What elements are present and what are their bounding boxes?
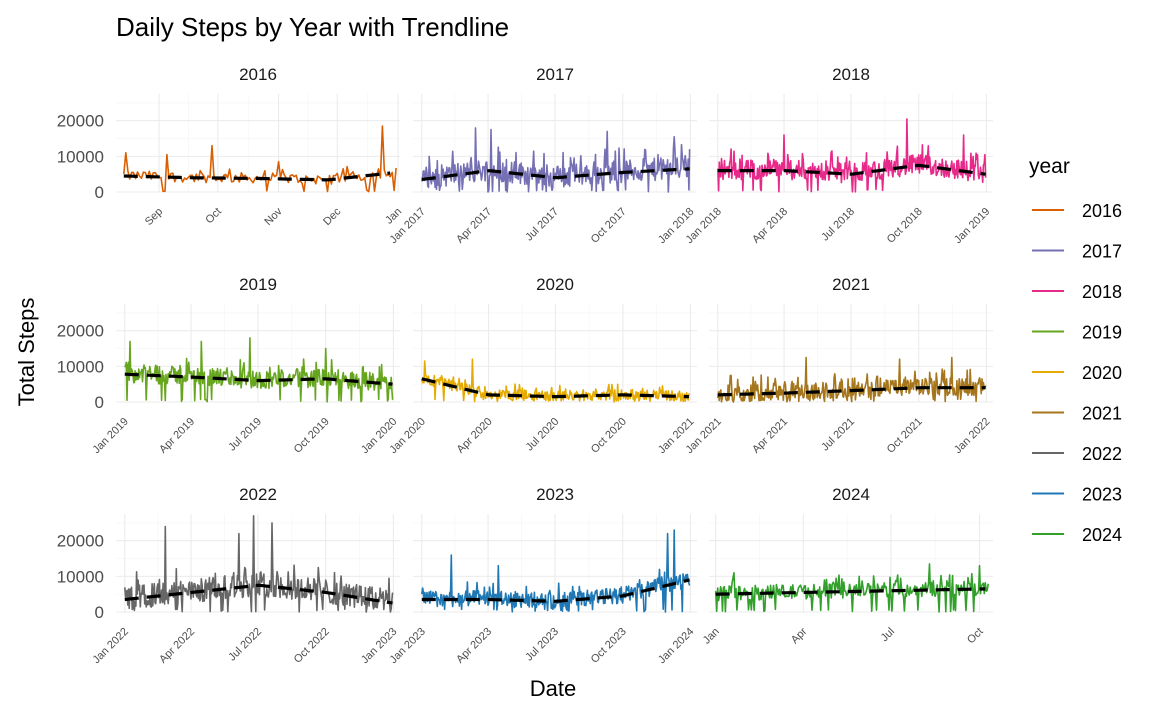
- x-tick-label: Oct: [965, 626, 986, 647]
- panel-strip-label: 2016: [239, 65, 277, 84]
- y-tick-label: 20000: [57, 322, 104, 341]
- panel-2018: Jan 2018 Apr 2018 Jul 2018 Oct 2018 Jan 2019…: [683, 65, 993, 246]
- x-tick-label: Nov: [262, 205, 285, 228]
- legend-label-2023: 2023: [1082, 485, 1122, 505]
- series-line-2020: [421, 358, 690, 403]
- x-axis-title: Date: [530, 676, 576, 701]
- x-tick-label: Jul 2021: [819, 416, 857, 454]
- x-tick-label: Apr 2019: [157, 416, 197, 456]
- panel-2022: 0 10000 20000 Jan 2022 Apr 2022 Jul 2022 Oct 2…: [57, 485, 400, 666]
- x-tick-label: Dec: [321, 205, 344, 228]
- x-tick-label: Apr 2018: [750, 206, 790, 246]
- panel-strip-label: 2021: [832, 275, 870, 294]
- x-tick-label: Jan 2019: [952, 206, 992, 246]
- trendline-2023: [421, 578, 690, 603]
- legend-label-2016: 2016: [1082, 201, 1122, 221]
- series-line-2023: [421, 529, 691, 613]
- panel-strip-label: 2020: [536, 275, 574, 294]
- panel-2020: Jan 2020 Apr 2020 Jul 2020 Oct 2020 Jan 2021…: [387, 275, 697, 456]
- x-tick-label: Oct 2021: [885, 416, 925, 456]
- panel-strip-label: 2024: [832, 485, 870, 504]
- legend-title: year: [1029, 155, 1070, 178]
- series-line-2024: [714, 563, 989, 613]
- series-line-2022: [124, 514, 394, 613]
- legend: year 2016 2017 2018 2019 2020 2021 2022 2023 202…: [1029, 155, 1122, 545]
- trendline-2019: [124, 372, 393, 386]
- y-tick-label: 0: [95, 393, 104, 412]
- x-tick-label: Oct 2020: [589, 416, 629, 456]
- trendline-2016: [123, 171, 391, 182]
- trendline-2018: [717, 163, 986, 176]
- x-tick-label: Jul 2017: [523, 206, 561, 244]
- x-tick-label: Apr: [789, 625, 810, 646]
- legend-label-2021: 2021: [1082, 404, 1122, 424]
- x-tick-label: Oct 2018: [885, 206, 925, 246]
- series-line-2016: [123, 125, 397, 193]
- x-tick-label: Oct: [203, 206, 224, 227]
- y-tick-label: 0: [95, 183, 104, 202]
- legend-label-2024: 2024: [1082, 525, 1122, 545]
- trendline-2024: [715, 587, 986, 596]
- legend-label-2020: 2020: [1082, 363, 1122, 383]
- x-tick-label: Jul: [879, 626, 897, 644]
- x-tick-label: Jan 2019: [90, 416, 130, 456]
- x-tick-label: Jul 2018: [819, 206, 857, 244]
- x-tick-label: Jan 2022: [90, 626, 130, 666]
- legend-label-2017: 2017: [1082, 242, 1122, 262]
- panel-2024: Jan Apr Jul Oct 2024: [701, 485, 993, 647]
- x-tick-label: Apr 2023: [454, 626, 494, 666]
- legend-label-2019: 2019: [1082, 323, 1122, 343]
- trendline-2021: [717, 386, 986, 397]
- chart-title: Daily Steps by Year with Trendline: [116, 12, 509, 42]
- y-axis-title: Total Steps: [14, 298, 39, 407]
- x-tick-label: Apr 2022: [157, 626, 197, 666]
- panel-strip-label: 2022: [239, 485, 277, 504]
- y-tick-label: 20000: [57, 532, 104, 551]
- x-tick-label: Jul 2020: [524, 416, 562, 454]
- x-tick-label: Apr 2021: [750, 416, 790, 456]
- panel-2019: 0 10000 20000 Jan 2019 Apr 2019 Jul 2019 Oct 2…: [57, 275, 400, 456]
- x-tick-label: Jan 2024: [656, 626, 696, 666]
- legend-label-2022: 2022: [1082, 444, 1122, 464]
- y-tick-label: 20000: [57, 112, 104, 131]
- x-tick-label: Jul 2023: [523, 626, 561, 664]
- x-tick-label: Apr 2020: [455, 416, 495, 456]
- panel-strip-label: 2017: [536, 65, 574, 84]
- y-tick-label: 10000: [57, 147, 104, 166]
- x-tick-label: Oct 2023: [589, 626, 629, 666]
- trendline-2017: [421, 167, 690, 182]
- panel-strip-label: 2023: [536, 485, 574, 504]
- x-tick-label: Oct 2022: [292, 626, 332, 666]
- y-tick-label: 0: [95, 603, 104, 622]
- x-tick-label: Jan: [701, 626, 722, 647]
- legend-label-2018: 2018: [1082, 282, 1122, 302]
- y-tick-label: 10000: [57, 567, 104, 586]
- panel-2021: Jan 2021 Apr 2021 Jul 2021 Oct 2021 Jan 2022…: [683, 275, 993, 456]
- panel-2017: Jan 2017 Apr 2017 Jul 2017 Oct 2017 Jan 2018…: [387, 65, 697, 246]
- series-line-2017: [421, 127, 691, 193]
- x-tick-label: Oct 2019: [292, 416, 332, 456]
- series-line-2018: [717, 118, 987, 193]
- trendline-2020: [421, 377, 689, 399]
- trendline-2022: [124, 583, 393, 605]
- series-line-2019: [124, 337, 394, 403]
- series-line-2021: [717, 356, 987, 403]
- x-tick-label: Jan 2022: [952, 416, 992, 456]
- x-tick-label: Oct 2017: [589, 206, 629, 246]
- panel-strip-label: 2019: [239, 275, 277, 294]
- panel-2023: Jan 2023 Apr 2023 Jul 2023 Oct 2023 Jan 2024…: [387, 485, 697, 666]
- panel-strip-label: 2018: [832, 65, 870, 84]
- x-tick-label: Jul 2022: [226, 626, 264, 664]
- y-tick-label: 10000: [57, 357, 104, 376]
- x-tick-label: Apr 2017: [454, 206, 494, 246]
- x-tick-label: Sep: [143, 206, 165, 228]
- x-tick-label: Jul 2019: [226, 416, 264, 454]
